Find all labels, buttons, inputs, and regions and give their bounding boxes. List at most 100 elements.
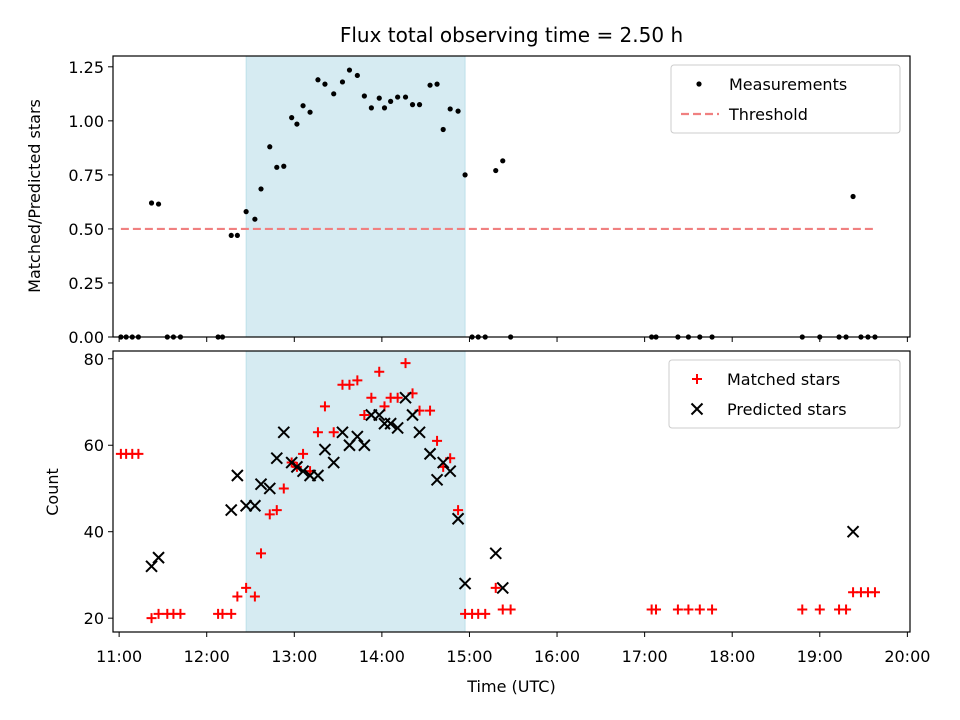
predicted-point <box>225 503 238 517</box>
matched-point <box>256 548 267 559</box>
matched-point <box>432 435 443 446</box>
predicted-point <box>391 421 404 435</box>
predicted-point <box>239 499 253 512</box>
measurement-point <box>402 94 409 100</box>
predicted-point <box>413 426 426 439</box>
matched-point <box>366 392 377 403</box>
matched-point <box>146 613 157 624</box>
x-tick-label: 18:00 <box>709 647 755 666</box>
predicted-point <box>451 512 465 525</box>
measurement-point <box>354 72 360 79</box>
predicted-point <box>145 560 158 573</box>
measurement-point <box>368 105 374 111</box>
x-tick-label: 11:00 <box>96 647 142 666</box>
legend: Matched stars Predicted stars <box>668 359 901 429</box>
measurement-point <box>500 158 506 164</box>
matched-point <box>133 448 144 459</box>
y-tick-label: 1.00 <box>68 112 104 131</box>
measurement-point <box>322 81 328 87</box>
y-tick-label: 0.50 <box>68 220 104 239</box>
matched-point <box>226 608 237 619</box>
legend-label: Measurements <box>729 75 847 94</box>
measurement-point <box>339 79 346 85</box>
legend-label: Predicted stars <box>727 400 847 419</box>
predicted-point <box>399 391 412 404</box>
measurement-point <box>462 172 468 178</box>
matched-point <box>319 401 330 412</box>
chart-title: Flux total observing time = 2.50 h <box>340 23 683 47</box>
matched-point <box>797 604 808 615</box>
predicted-point <box>406 408 419 422</box>
measurement-point <box>395 94 401 100</box>
predicted-point <box>458 577 472 590</box>
y-tick-label: 40 <box>84 523 104 542</box>
predicted-point <box>263 482 276 495</box>
matched-point <box>344 379 355 390</box>
legend-box <box>670 64 901 134</box>
measurement-point <box>234 232 240 239</box>
matched-point <box>298 448 309 459</box>
measurement-point <box>243 209 249 215</box>
measurement-point <box>440 126 446 133</box>
matched-point <box>264 509 275 520</box>
matched-point <box>278 483 289 494</box>
matched-point <box>683 604 694 615</box>
measurement-point <box>447 106 453 112</box>
predicted-point <box>430 473 444 487</box>
predicted-point <box>489 547 502 560</box>
legend-label: Matched stars <box>727 370 840 389</box>
plot-layer: 0.00 0.25 0.50 0.75 1.00 1.25 Measurements Thre… <box>68 55 931 666</box>
measurement-point <box>455 108 461 114</box>
measurement-point <box>294 121 300 127</box>
measurement-point <box>416 102 423 108</box>
bottom-panel-ylabel: Count <box>43 468 62 516</box>
matched-point <box>651 604 662 615</box>
matched-point <box>392 392 403 403</box>
measurement-point <box>493 167 499 174</box>
predicted-point <box>311 469 325 482</box>
series-predicted-stars <box>145 391 860 595</box>
matched-point <box>425 405 436 416</box>
measurement-point <box>289 115 295 121</box>
matched-point <box>359 409 370 420</box>
measurement-point <box>148 200 155 206</box>
predicted-point <box>846 525 860 538</box>
matched-point <box>694 604 705 615</box>
predicted-point <box>373 408 386 422</box>
matched-point <box>400 358 411 369</box>
matched-point <box>505 604 516 615</box>
measurement-point <box>315 77 321 83</box>
measurement-point <box>307 109 313 115</box>
predicted-point <box>277 426 290 439</box>
measurement-point <box>267 144 273 150</box>
matched-point <box>814 604 825 615</box>
matched-point <box>153 608 164 619</box>
legend-marker-matched <box>692 374 702 384</box>
measurement-point <box>376 95 382 101</box>
matched-point <box>328 427 339 438</box>
y-tick-label: 0.75 <box>68 166 104 185</box>
axes-frame <box>112 350 911 633</box>
matched-point <box>490 582 501 593</box>
x-tick-label: 19:00 <box>797 647 843 666</box>
legend-marker-measurements <box>696 81 702 87</box>
axes-frame <box>112 55 911 338</box>
predicted-point <box>290 460 304 474</box>
shaded-interval <box>245 55 466 338</box>
predicted-point <box>152 551 165 564</box>
x-tick-label: 13:00 <box>271 647 317 666</box>
legend: Measurements Threshold <box>670 64 901 134</box>
measurement-point <box>361 93 367 99</box>
predicted-point <box>496 581 509 595</box>
measurement-point <box>281 163 287 169</box>
measurement-point <box>427 82 433 88</box>
matched-point <box>374 366 385 377</box>
measurement-point <box>434 81 440 87</box>
measurement-point <box>850 193 856 200</box>
matched-point <box>312 427 323 438</box>
x-tick-label: 15:00 <box>446 647 492 666</box>
y-tick-label: 80 <box>84 350 104 369</box>
matched-point <box>869 587 880 598</box>
panel-bottom: 20 40 60 80 11:00 12:00 13:00 14:00 15:00 16:00 17… <box>84 350 931 666</box>
